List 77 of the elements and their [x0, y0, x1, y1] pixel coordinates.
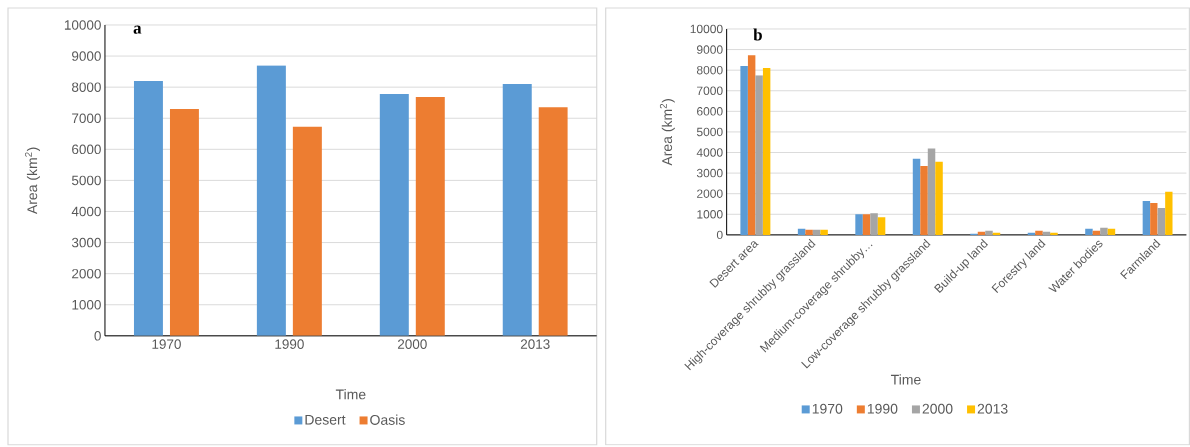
chart-title: a — [133, 25, 142, 34]
y-tick-label: 3000 — [71, 237, 101, 248]
bar — [415, 97, 445, 336]
bar — [812, 229, 821, 235]
bar — [912, 158, 921, 235]
y-tick-label: 9000 — [696, 45, 723, 54]
legend-label: 2013 — [977, 403, 1008, 414]
bar — [740, 66, 748, 235]
x-tick-label: 1990 — [275, 339, 304, 350]
y-tick-label: 8000 — [71, 82, 101, 93]
y-tick-label: 10000 — [690, 24, 723, 34]
bar — [133, 81, 163, 336]
bar — [855, 214, 863, 235]
bar — [920, 166, 928, 235]
y-axis-title: Area (km$^{2}$) — [25, 147, 40, 215]
x-tick-label: 2013 — [520, 339, 550, 350]
bar — [805, 229, 813, 235]
legend-label: 1970 — [812, 403, 843, 414]
bar — [1035, 230, 1043, 235]
y-tick-label: 7000 — [72, 113, 101, 124]
y-tick-label: 10000 — [64, 20, 101, 30]
bar — [1092, 230, 1101, 235]
y-tick-label: 2000 — [697, 189, 723, 199]
y-tick-label: 1000 — [697, 210, 723, 219]
bar — [935, 161, 943, 235]
legend-label: Desert — [305, 414, 346, 425]
bar — [1165, 191, 1173, 235]
x-axis-title: Time — [335, 389, 366, 400]
y-tick-label: 2000 — [72, 268, 101, 279]
y-tick-label: 1000 — [72, 300, 101, 310]
bar — [1150, 203, 1158, 235]
bar — [1050, 232, 1058, 235]
bar — [877, 217, 886, 235]
bar — [977, 231, 986, 235]
bar — [797, 228, 806, 235]
x-tick-label: 2000 — [397, 339, 427, 350]
bar — [927, 148, 936, 235]
bar — [762, 68, 771, 235]
bar — [870, 213, 878, 235]
bar — [992, 232, 1001, 235]
bar — [1085, 228, 1093, 235]
y-tick-label: 0 — [94, 331, 101, 341]
bar — [379, 94, 409, 336]
bar — [862, 214, 871, 235]
x-tick-label: 1970 — [152, 339, 181, 350]
legend-label: 1990 — [867, 403, 898, 414]
y-tick-label: 5000 — [696, 127, 723, 137]
y-tick-label: 6000 — [72, 144, 101, 155]
y-tick-label: 5000 — [71, 175, 101, 186]
y-tick-label: 7000 — [697, 86, 723, 96]
bar — [169, 109, 199, 336]
y-tick-label: 9000 — [72, 51, 101, 61]
y-tick-label: 6000 — [697, 107, 723, 116]
bar — [538, 107, 568, 336]
bar — [747, 55, 756, 235]
bar — [1027, 232, 1036, 235]
y-tick-label: 4000 — [696, 148, 723, 157]
bar — [985, 230, 993, 235]
y-axis-title: Area (km$^{2}$) — [659, 99, 675, 166]
bar — [1100, 227, 1108, 235]
bar — [820, 229, 828, 235]
bar — [755, 75, 763, 235]
y-tick-label: 0 — [716, 230, 723, 240]
x-axis-title: Time — [890, 374, 921, 385]
bar — [1107, 228, 1116, 235]
bar — [1142, 201, 1151, 235]
bar — [1042, 231, 1051, 235]
legend-label: Oasis — [370, 414, 405, 426]
legend-label: 2000 — [922, 403, 953, 414]
y-tick-label: 8000 — [696, 66, 723, 75]
bar — [292, 126, 322, 336]
y-tick-label: 3000 — [696, 168, 723, 178]
y-tick-label: 4000 — [71, 206, 101, 217]
chart-title: b — [753, 28, 762, 41]
bar — [256, 65, 286, 336]
bar — [1157, 208, 1166, 235]
bar — [502, 84, 532, 336]
